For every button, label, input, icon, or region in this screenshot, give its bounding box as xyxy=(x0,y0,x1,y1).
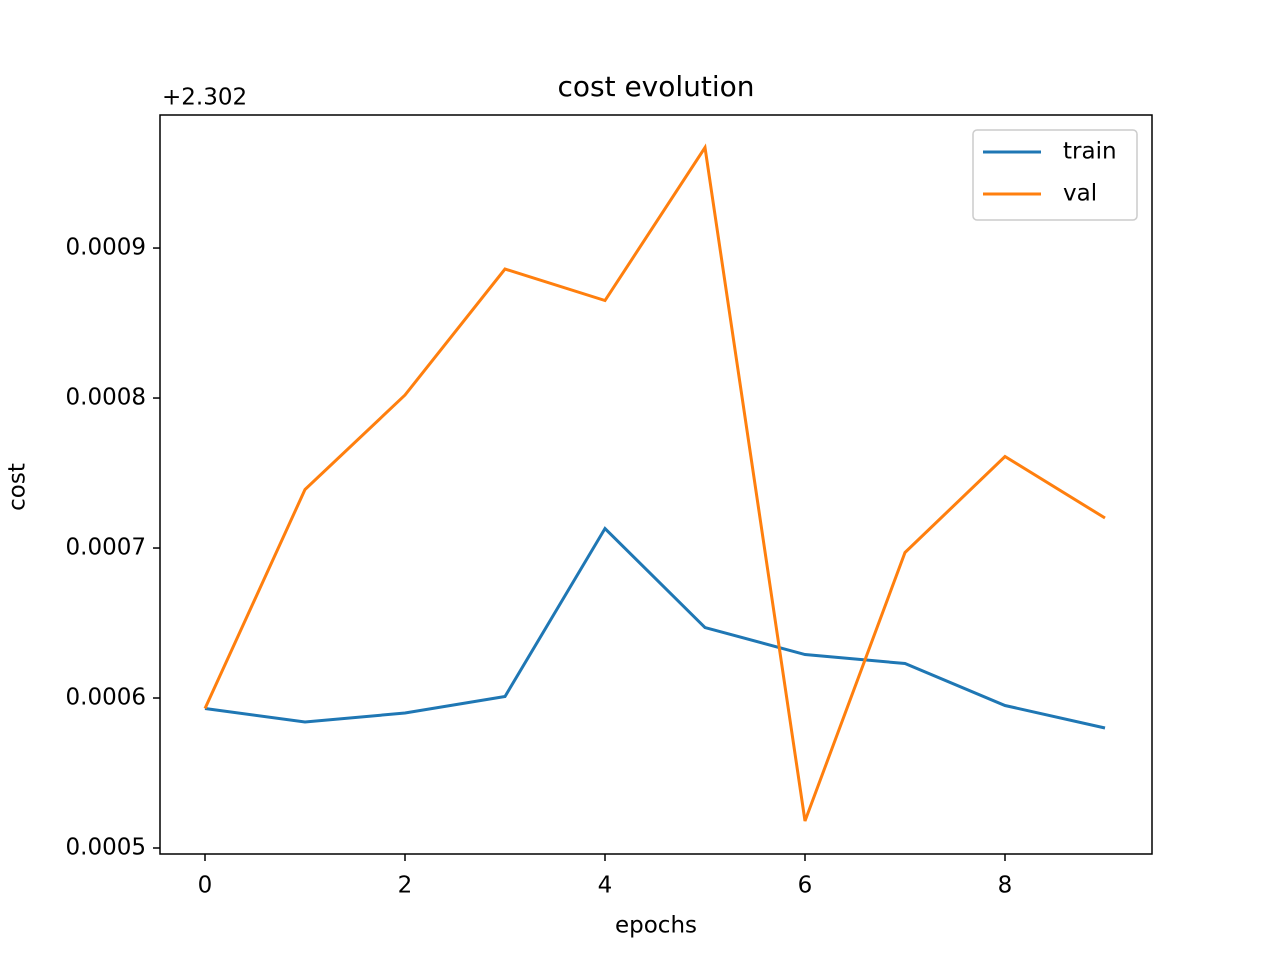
line-series xyxy=(203,143,1106,822)
y-tick-label: 0.0006 xyxy=(66,685,146,711)
x-axis-label: epochs xyxy=(615,913,697,939)
y-tick-label: 0.0007 xyxy=(66,535,146,561)
x-tick-label: 0 xyxy=(198,873,213,899)
line-series xyxy=(204,526,1106,730)
x-tick-label: 4 xyxy=(598,873,613,899)
legend-label: val xyxy=(1063,181,1097,207)
chart-title: cost evolution xyxy=(557,70,754,103)
x-tick-label: 8 xyxy=(998,873,1013,899)
y-tick-label: 0.0005 xyxy=(66,835,146,861)
y-tick-label: 0.0008 xyxy=(66,385,146,411)
y-axis-label: cost xyxy=(5,463,31,511)
legend-label: train xyxy=(1063,139,1117,165)
offset-text: +2.302 xyxy=(162,85,247,111)
x-tick-label: 6 xyxy=(798,873,813,899)
plot-frame xyxy=(159,114,1153,855)
x-tick-label: 2 xyxy=(398,873,413,899)
y-tick-label: 0.0009 xyxy=(66,235,146,261)
